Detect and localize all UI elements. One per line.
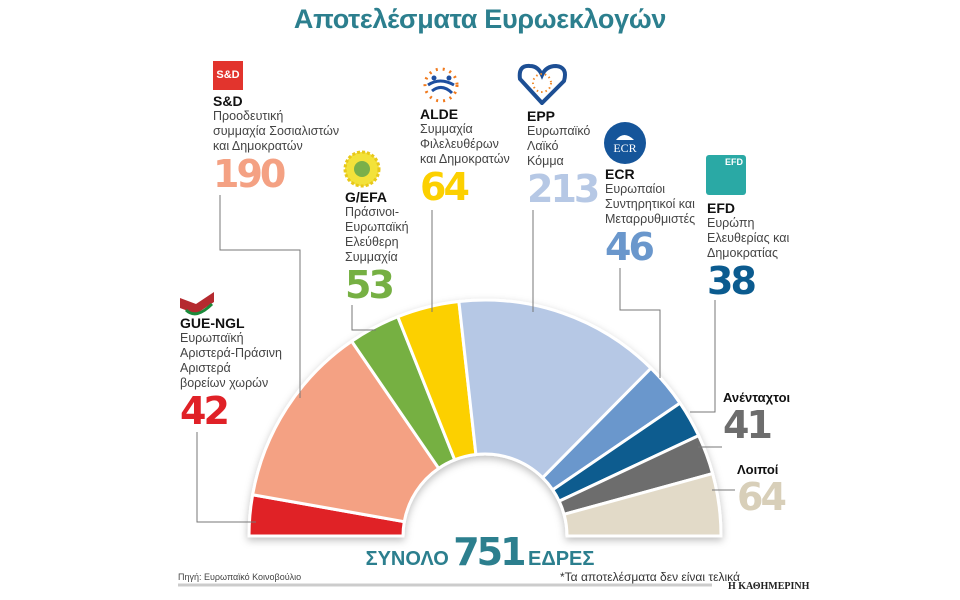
label-ni: Ανένταχτοι 41 — [723, 390, 790, 445]
party-name: EPP — [527, 108, 556, 124]
leader-line-efd — [690, 300, 716, 413]
wedge-sd — [250, 339, 441, 524]
seat-count: 38 — [707, 259, 757, 303]
label-alde: ALDE Συμμαχία Φιλελευθέρων και Δημοκρατώ… — [420, 106, 510, 209]
party-name: S&D — [213, 93, 243, 109]
total-seats: ΣΥΝΟΛΟ 751 ΕΔΡΕΣ — [0, 530, 960, 574]
label-gefa: G/EFA Πράσινοι- Ευρωπαϊκή Ελεύθερη Συμμα… — [345, 189, 409, 307]
gefa-sunflower-logo — [343, 150, 381, 188]
party-desc: Ευρωπαϊκό Λαϊκό Κόμμα — [527, 124, 591, 168]
label-others: Λοιποί 64 — [737, 462, 787, 519]
seat-count: 190 — [213, 152, 286, 196]
seat-count: 46 — [605, 225, 655, 269]
total-suffix: ΕΔΡΕΣ — [528, 548, 595, 570]
total-value: 751 — [453, 530, 526, 574]
party-desc: Προοδευτική συμμαχία Σοσιαλιστών και Δημ… — [213, 109, 340, 153]
alde-logo — [423, 67, 459, 103]
party-desc: Ευρωπαίοι Συντηρητικοί και Μεταρρυθμιστέ… — [605, 182, 696, 226]
total-prefix: ΣΥΝΟΛΟ — [365, 548, 449, 570]
wedge-oth — [562, 471, 723, 538]
label-efd: EFD Ευρώπη Ελευθερίας και Δημοκρατίας 38 — [707, 200, 790, 303]
seat-count: 42 — [180, 389, 230, 433]
source-text: Πηγή: Ευρωπαϊκό Κοινοβούλιο — [178, 572, 302, 582]
leader-line-gue — [196, 432, 256, 523]
epp-heart-logo — [517, 63, 567, 105]
label-epp: EPP Ευρωπαϊκό Λαϊκό Κόμμα 213 — [527, 108, 600, 211]
publisher-logo: Η ΚΑΘΗΜΕΡΙΝΗ — [728, 581, 810, 592]
party-name: GUE-NGL — [180, 315, 245, 331]
party-desc: Πράσινοι- Ευρωπαϊκή Ελεύθερη Συμμαχία — [345, 205, 409, 264]
party-name: Λοιποί — [737, 462, 779, 477]
chart-title: Αποτελέσματα Ευρωεκλογών — [293, 4, 667, 34]
party-name: G/EFA — [345, 189, 388, 205]
efd-logo: EFD — [706, 155, 746, 195]
party-name: ECR — [605, 166, 635, 182]
seat-count: 64 — [420, 165, 470, 209]
wedge-epp — [457, 298, 654, 480]
seat-count: 213 — [527, 167, 600, 211]
leader-line-ecr — [619, 268, 661, 378]
leader-line-sd — [219, 195, 301, 398]
party-desc: Συμμαχία Φιλελευθέρων και Δημοκρατών — [420, 122, 510, 166]
disclaimer-note: *Τα αποτελέσματα δεν είναι τελικά — [560, 570, 740, 584]
party-name: EFD — [707, 200, 735, 216]
seat-count: 64 — [737, 475, 787, 519]
gue-logo — [180, 292, 214, 316]
sd-logo: S&D — [213, 61, 243, 90]
seat-count: 41 — [723, 403, 773, 447]
leader-lines — [196, 195, 735, 523]
party-name: ALDE — [420, 106, 459, 122]
svg-text:ECR: ECR — [613, 141, 636, 155]
party-desc: Ευρώπη Ελευθερίας και Δημοκρατίας — [707, 216, 790, 260]
label-sd: S&D Προοδευτική συμμαχία Σοσιαλιστών και… — [213, 93, 340, 196]
label-gue: GUE-NGL Ευρωπαϊκή Αριστερά-Πράσινη Αριστ… — [180, 315, 283, 433]
party-name: Ανένταχτοι — [723, 390, 791, 405]
ecr-logo: ECR — [604, 122, 646, 164]
label-ecr: ECR Ευρωπαίοι Συντηρητικοί και Μεταρρυθμ… — [605, 166, 696, 269]
party-desc: Ευρωπαϊκή Αριστερά-Πράσινη Αριστερά βορε… — [180, 331, 283, 390]
leader-line-gefa — [351, 305, 376, 331]
seat-count: 53 — [345, 263, 395, 307]
